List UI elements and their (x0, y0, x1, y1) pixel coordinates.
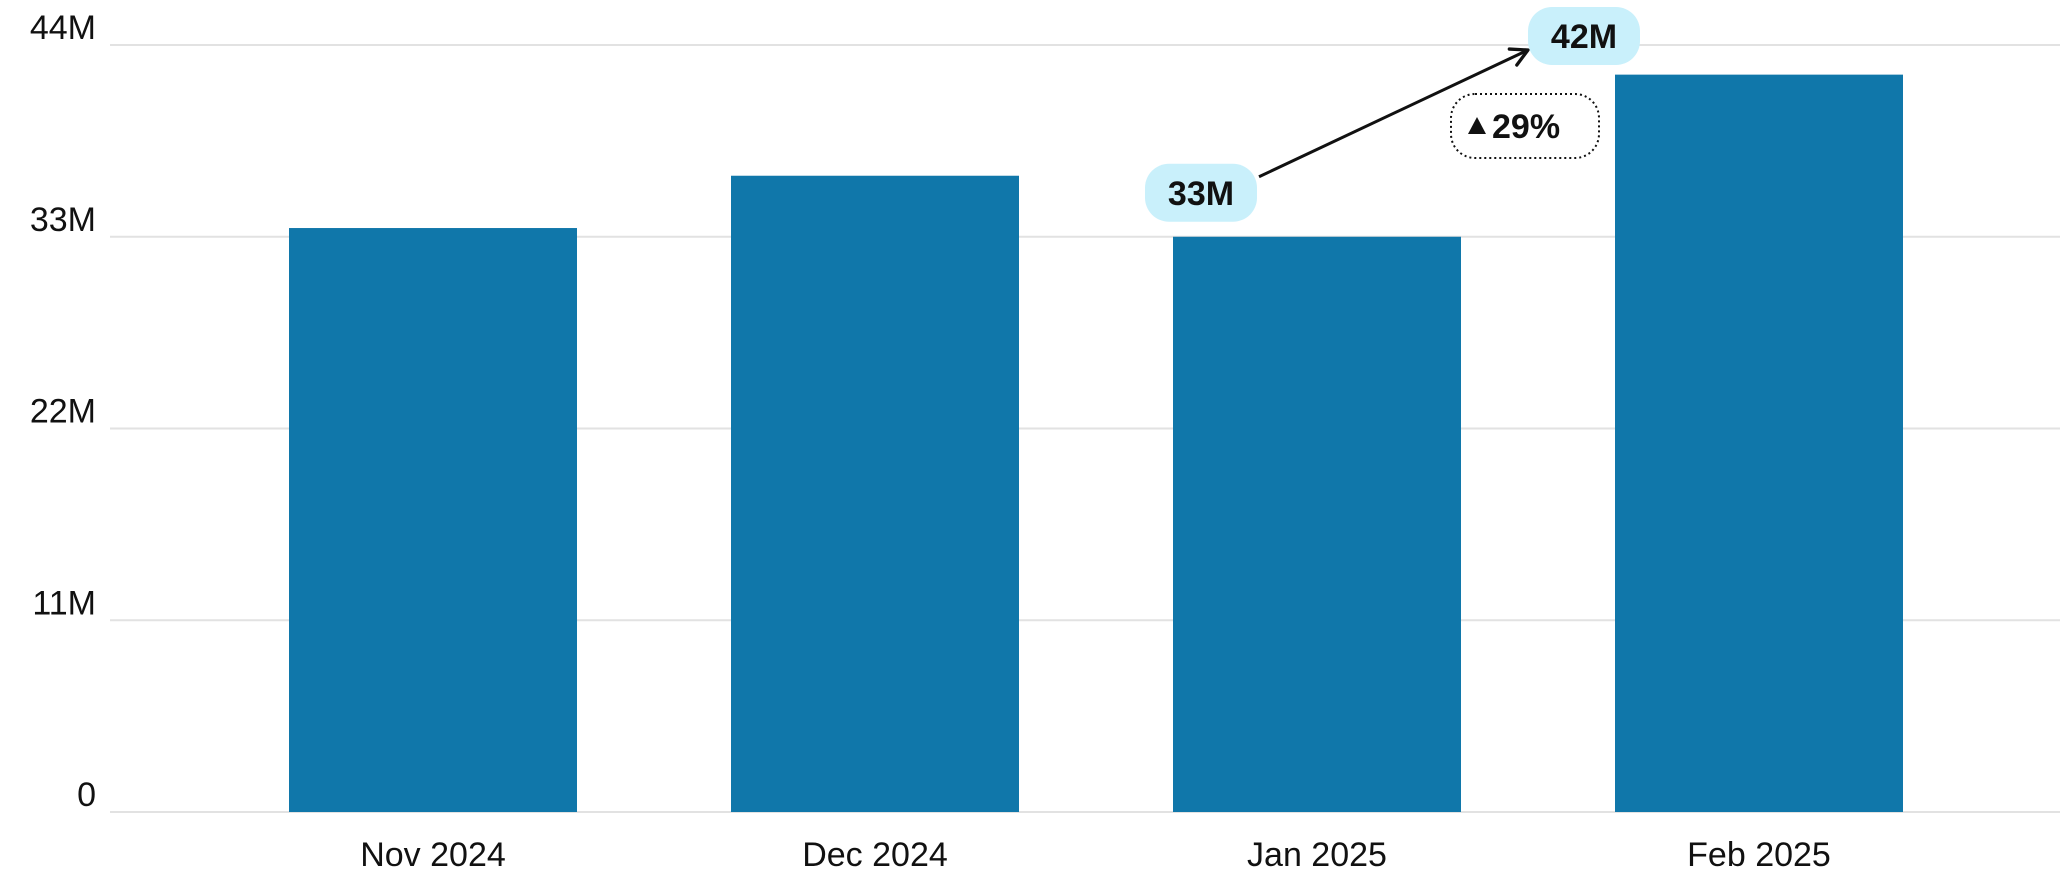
x-tick-label: Jan 2025 (1247, 836, 1387, 874)
x-tick-label: Feb 2025 (1687, 836, 1831, 874)
to-value-callout: 42M (1528, 7, 1640, 65)
y-axis-ticks: 0 11M 22M 33M 44M (30, 9, 96, 814)
change-badge: 29% (1450, 93, 1600, 159)
change-annotation: 33M 42M 29% (1145, 7, 1640, 222)
y-tick-label: 0 (77, 776, 96, 814)
x-tick-label: Dec 2024 (802, 836, 948, 874)
y-tick-label: 44M (30, 9, 96, 47)
bars (289, 74, 1903, 813)
y-tick-label: 22M (30, 393, 96, 431)
to-value-label: 42M (1551, 18, 1617, 56)
change-percent-label: 29% (1492, 108, 1560, 146)
change-arrow (1258, 47, 1530, 179)
x-tick-label: Nov 2024 (360, 836, 506, 874)
y-tick-label: 33M (30, 201, 96, 239)
bar (289, 228, 577, 813)
to-callout-background (1528, 7, 1640, 65)
bar (731, 175, 1019, 812)
bar (1173, 236, 1461, 812)
up-triangle-icon (1468, 117, 1486, 134)
from-value-callout: 33M (1145, 163, 1257, 222)
x-axis-ticks: Nov 2024 Dec 2024 Jan 2025 Feb 2025 (360, 836, 1831, 874)
from-value-label: 33M (1168, 175, 1234, 213)
from-callout-background (1145, 163, 1257, 222)
y-tick-label: 11M (32, 584, 96, 622)
bar (1615, 74, 1903, 812)
change-badge-border (1450, 93, 1600, 159)
